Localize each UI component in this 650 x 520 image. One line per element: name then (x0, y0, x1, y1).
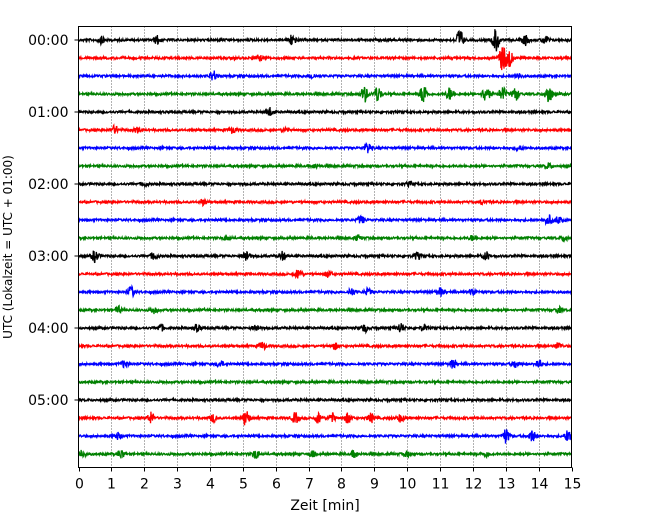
y-axis-label: UTC (Lokalzeit = UTC + 01:00) (1, 155, 15, 339)
x-axis-label: Zeit [min] (290, 498, 359, 514)
trace-0400 (78, 322, 572, 335)
x-tick-label: 5 (239, 477, 248, 493)
trace-0000 (77, 29, 573, 52)
trace-0430 (78, 359, 573, 369)
trace-0415 (77, 341, 573, 352)
x-tick-label: 13 (498, 477, 516, 493)
x-axis: 0 1 2 3 4 5 6 7 8 9 10 11 12 13 14 15 (75, 467, 582, 493)
x-tick-label: 10 (399, 477, 417, 493)
trace-0345 (77, 304, 573, 315)
trace-0015 (78, 46, 573, 71)
trace-0300 (77, 250, 572, 264)
trace-0200 (78, 180, 573, 189)
y-tick-label: 03:00 (28, 249, 68, 265)
trace-0030 (77, 70, 572, 81)
x-tick-label: 7 (305, 477, 314, 493)
y-tick-label: 05:00 (28, 393, 68, 409)
trace-0045 (77, 85, 572, 103)
x-tick-label: 4 (206, 477, 215, 493)
y-tick-label: 00:00 (28, 33, 68, 49)
y-tick-label: 04:00 (28, 321, 68, 337)
x-tick-label: 6 (272, 477, 281, 493)
x-tick-label: 8 (337, 477, 346, 493)
y-axis: 00:00 01:00 02:00 03:00 04:00 05:00 (28, 33, 79, 409)
trace-0500 (77, 396, 572, 404)
x-tick-label: 0 (75, 477, 84, 493)
plot-frame (78, 26, 572, 468)
trace-0330 (77, 283, 572, 299)
trace-0115 (78, 123, 572, 135)
x-tick-label: 12 (465, 477, 483, 493)
trace-0100 (77, 106, 572, 116)
x-tick-label: 15 (564, 477, 582, 493)
trace-0315 (78, 269, 572, 280)
trace-0530 (77, 429, 573, 444)
x-tick-label: 2 (140, 477, 149, 493)
axes-layer (78, 26, 572, 468)
x-tick-label: 9 (370, 477, 379, 493)
x-tick-label: 3 (173, 477, 182, 493)
x-tick-label: 14 (531, 477, 549, 493)
y-tick-label: 01:00 (28, 105, 68, 121)
trace-0145 (77, 161, 572, 170)
trace-0445 (77, 378, 573, 386)
trace-layer (77, 29, 573, 460)
trace-0215 (77, 197, 573, 208)
trace-0545 (77, 449, 573, 460)
trace-0230 (77, 214, 573, 227)
x-tick-label: 11 (432, 477, 450, 493)
trace-0130 (77, 141, 572, 154)
y-tick-label: 02:00 (28, 177, 68, 193)
trace-0245 (77, 234, 573, 243)
trace-0515 (77, 410, 572, 426)
x-tick-label: 1 (107, 477, 116, 493)
